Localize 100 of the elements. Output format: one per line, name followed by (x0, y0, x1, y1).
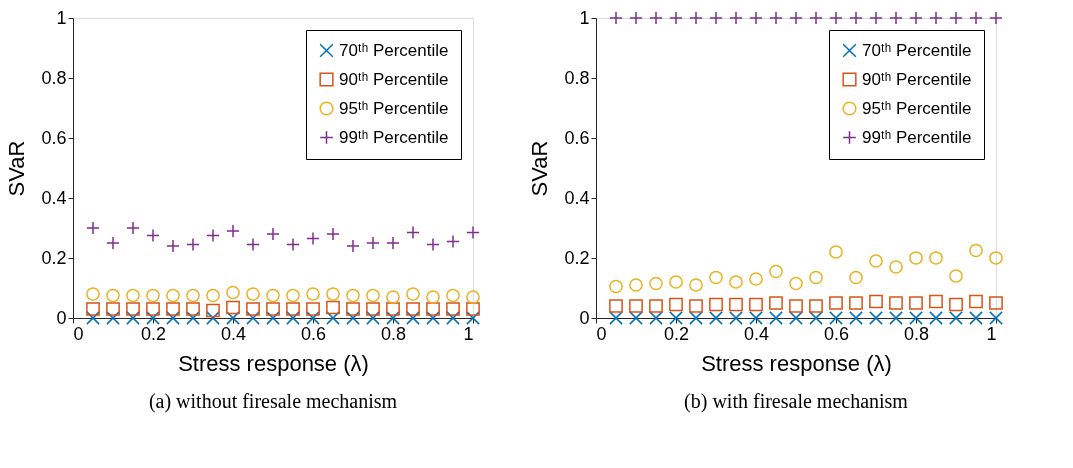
point (326, 287, 340, 301)
x-axis-title: Stress response (λ) (701, 350, 892, 376)
point (346, 311, 360, 325)
point (769, 11, 783, 25)
point (749, 297, 763, 312)
point (466, 311, 480, 325)
point (386, 311, 400, 325)
point (326, 300, 340, 315)
point (286, 302, 300, 316)
point (889, 296, 903, 310)
point (266, 227, 280, 241)
point (126, 288, 140, 303)
point (669, 11, 683, 25)
point (306, 311, 320, 325)
x-tick-label: 0.4 (743, 323, 770, 344)
point (689, 11, 703, 25)
y-tick-label: 0.8 (41, 67, 67, 88)
point (829, 311, 843, 325)
point (669, 275, 683, 289)
legend-label: 70ᵗʰ Percentile (862, 40, 972, 60)
point (849, 296, 863, 310)
x-tick-label: 0.4 (220, 323, 247, 344)
point (426, 311, 440, 325)
point (969, 311, 983, 325)
point (929, 294, 943, 309)
point (609, 11, 623, 25)
point (929, 311, 943, 325)
y-tick-label: 0.6 (41, 127, 67, 148)
point (829, 245, 843, 259)
x-tick-label: 0.8 (380, 323, 407, 344)
point (406, 287, 420, 301)
point (146, 288, 160, 303)
point (949, 269, 963, 283)
point (246, 311, 260, 325)
point (426, 302, 440, 316)
point (769, 296, 783, 310)
y-tick-label: 0 (56, 307, 67, 328)
point (226, 300, 240, 315)
point (446, 311, 460, 325)
point (709, 311, 723, 325)
point (909, 251, 923, 265)
point (649, 11, 663, 25)
point (649, 311, 663, 325)
point (86, 221, 100, 235)
point (346, 288, 360, 303)
point (306, 302, 320, 316)
point (366, 311, 380, 325)
point (366, 236, 380, 250)
point (889, 311, 903, 325)
legend-label: 90ᵗʰ Percentile (339, 69, 449, 89)
point (709, 270, 723, 285)
point (126, 221, 140, 235)
point (809, 270, 823, 285)
point (909, 311, 923, 325)
y-tick-label: 0.8 (564, 67, 590, 88)
point (709, 297, 723, 312)
point (629, 278, 643, 292)
point (789, 299, 803, 313)
point (849, 11, 863, 25)
point (146, 302, 160, 316)
point (406, 311, 420, 325)
point (769, 264, 783, 279)
legend-label: 90ᵗʰ Percentile (862, 69, 972, 89)
legend-label: 99ᵗʰ Percentile (339, 127, 449, 147)
point (166, 239, 180, 253)
point (246, 237, 260, 252)
point (146, 311, 160, 325)
point (126, 311, 140, 325)
point (106, 311, 120, 325)
point (86, 287, 100, 301)
y-tick-label: 0.2 (564, 247, 590, 268)
point (609, 279, 623, 294)
point (889, 11, 903, 25)
point (649, 276, 663, 291)
point (949, 311, 963, 325)
point (969, 11, 983, 25)
point (166, 288, 180, 303)
point (286, 237, 300, 252)
point (266, 302, 280, 316)
point (346, 302, 360, 316)
point (366, 288, 380, 303)
point (829, 11, 843, 25)
point (386, 290, 400, 304)
point (226, 285, 240, 300)
point (729, 275, 743, 289)
point (266, 311, 280, 325)
point (889, 260, 903, 274)
point (849, 270, 863, 285)
point (869, 11, 883, 25)
legend-label: 99ᵗʰ Percentile (862, 127, 972, 147)
point (466, 302, 480, 316)
point (729, 297, 743, 312)
point (769, 311, 783, 325)
point (306, 231, 320, 246)
point (86, 311, 100, 325)
point (989, 311, 1003, 325)
x-tick-label: 0.2 (140, 323, 167, 344)
point (609, 311, 623, 325)
point (286, 288, 300, 303)
point (989, 251, 1003, 265)
